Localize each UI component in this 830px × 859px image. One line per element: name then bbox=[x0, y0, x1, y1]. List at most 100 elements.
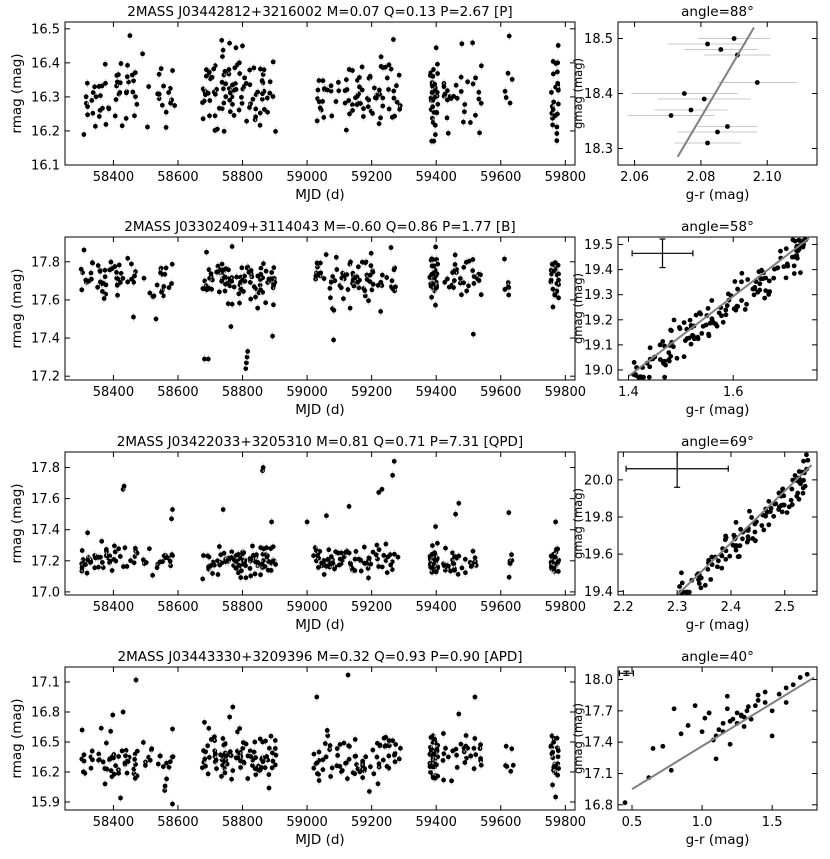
y-tick-label: 19.4 bbox=[584, 585, 613, 600]
data-point-31 bbox=[709, 554, 715, 560]
data-point-227 bbox=[335, 753, 341, 758]
data-point-114 bbox=[221, 100, 227, 106]
data-point-108 bbox=[257, 122, 263, 128]
data-point-112 bbox=[801, 458, 806, 464]
data-point-287 bbox=[477, 746, 483, 751]
data-point-312 bbox=[506, 574, 512, 580]
data-point-152 bbox=[214, 269, 220, 275]
x-tick-label: 2.3 bbox=[667, 600, 688, 615]
data-point-202 bbox=[365, 104, 371, 110]
data-point-338 bbox=[552, 292, 558, 298]
data-point-14 bbox=[97, 108, 103, 113]
data-point-118 bbox=[797, 270, 803, 276]
x-axis-label: g-r (mag) bbox=[686, 187, 750, 203]
data-point-89 bbox=[233, 45, 239, 51]
data-point-94 bbox=[239, 100, 245, 106]
data-point-299 bbox=[441, 84, 447, 90]
data-point-110 bbox=[236, 60, 242, 66]
data-point-169 bbox=[361, 106, 366, 112]
y-tick-label: 18.0 bbox=[584, 673, 613, 688]
data-point-105 bbox=[733, 547, 739, 553]
data-point-304 bbox=[452, 567, 457, 573]
data-point-288 bbox=[470, 40, 475, 46]
y-tick-label: 17.2 bbox=[31, 370, 60, 385]
data-point-277 bbox=[433, 285, 439, 291]
data-point-82 bbox=[766, 278, 772, 284]
data-point-130 bbox=[213, 757, 219, 763]
data-point-126 bbox=[255, 305, 261, 311]
data-point-345 bbox=[270, 333, 275, 339]
data-point-31 bbox=[804, 671, 810, 677]
data-point-26 bbox=[119, 123, 125, 129]
data-point-25 bbox=[762, 700, 768, 705]
data-point-75 bbox=[784, 510, 790, 515]
data-point-298 bbox=[442, 91, 448, 97]
data-point-227 bbox=[362, 288, 368, 294]
data-point-41 bbox=[662, 374, 668, 380]
data-point-215 bbox=[359, 64, 365, 70]
x-tick-label: 2.06 bbox=[620, 170, 649, 185]
data-point-81 bbox=[240, 43, 245, 49]
data-point-115 bbox=[758, 276, 764, 282]
data-point-337 bbox=[548, 564, 554, 570]
error-cross bbox=[631, 238, 694, 269]
data-point-185 bbox=[347, 305, 353, 311]
data-point-44 bbox=[111, 556, 117, 562]
x-tick-label: 59600 bbox=[480, 815, 521, 830]
data-point-23 bbox=[84, 80, 90, 86]
data-point-299 bbox=[451, 285, 456, 291]
data-point-348 bbox=[170, 726, 175, 732]
data-point-63 bbox=[162, 271, 168, 277]
data-point-50 bbox=[168, 563, 174, 569]
data-point-5 bbox=[131, 560, 137, 566]
data-point-190 bbox=[356, 285, 362, 291]
data-point-231 bbox=[384, 75, 390, 81]
data-point-178 bbox=[352, 556, 358, 562]
data-point-216 bbox=[362, 561, 368, 566]
data-point-64 bbox=[157, 753, 163, 759]
data-point-194 bbox=[352, 737, 358, 742]
data-point-305 bbox=[463, 570, 468, 576]
data-point-8 bbox=[699, 729, 705, 735]
data-point-281 bbox=[473, 112, 478, 118]
data-point-117 bbox=[792, 473, 798, 478]
data-point-107 bbox=[776, 504, 782, 510]
data-point-47 bbox=[81, 769, 86, 775]
data-point-141 bbox=[668, 327, 673, 333]
data-point-25 bbox=[117, 554, 123, 559]
data-point-183 bbox=[376, 761, 382, 767]
data-point-102 bbox=[260, 91, 265, 97]
panel-color-mag-2: 1.4 1.6 19.0 19.1 19.2 19.3 19.4 19.5 angle=58° g… bbox=[571, 219, 818, 418]
data-point-60 bbox=[663, 362, 668, 368]
data-point-2 bbox=[102, 781, 108, 787]
data-point-211 bbox=[389, 114, 395, 120]
data-point-152 bbox=[264, 554, 270, 560]
data-point-227 bbox=[361, 544, 367, 550]
data-point-56 bbox=[164, 760, 169, 766]
data-point-81 bbox=[783, 275, 789, 281]
data-point-356 bbox=[304, 519, 310, 525]
data-point-123 bbox=[269, 270, 275, 275]
data-point-206 bbox=[381, 735, 387, 741]
data-point-39 bbox=[81, 752, 87, 758]
data-point-207 bbox=[392, 288, 398, 294]
data-point-134 bbox=[232, 65, 238, 71]
data-point-140 bbox=[248, 268, 254, 273]
data-point-103 bbox=[263, 268, 269, 274]
data-point-15 bbox=[724, 706, 730, 712]
data-point-13 bbox=[804, 452, 809, 458]
x-tick-label: 59600 bbox=[480, 385, 521, 400]
x-tick-label: 59800 bbox=[545, 170, 586, 185]
data-point-60 bbox=[163, 555, 169, 561]
data-point-127 bbox=[781, 264, 787, 270]
data-point-59 bbox=[169, 281, 174, 286]
data-point-149 bbox=[703, 322, 709, 328]
data-point-119 bbox=[731, 306, 737, 312]
data-point-336 bbox=[555, 559, 561, 565]
data-point-144 bbox=[216, 289, 222, 295]
data-point-190 bbox=[325, 733, 331, 739]
data-point-349 bbox=[153, 316, 159, 322]
data-point-46 bbox=[109, 568, 115, 573]
data-point-305 bbox=[463, 259, 469, 265]
x-tick-label: 59200 bbox=[351, 815, 392, 830]
